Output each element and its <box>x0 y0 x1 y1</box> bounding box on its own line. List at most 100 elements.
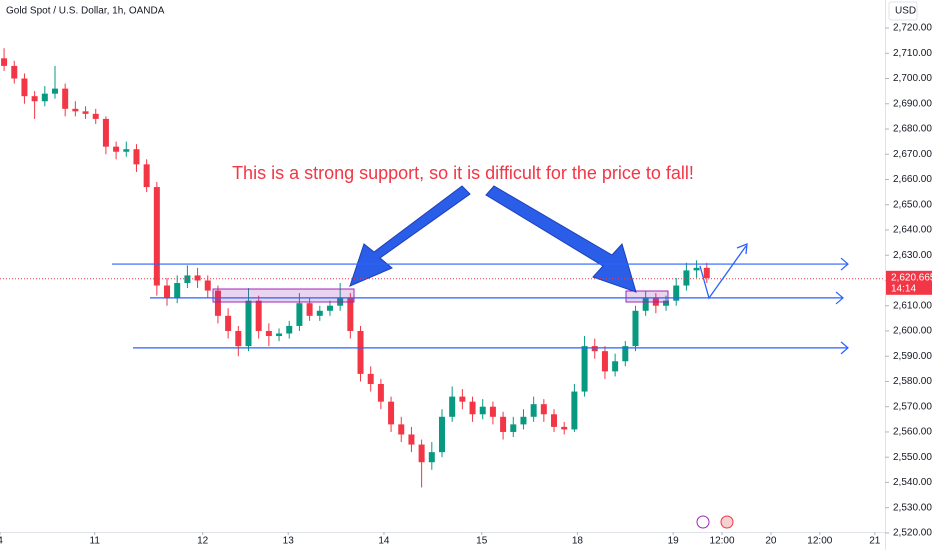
candle-body <box>540 404 547 415</box>
level-arrow <box>835 291 844 305</box>
level-arrow <box>840 341 849 355</box>
candle-body <box>438 416 445 453</box>
y-tick-label: 2,530.000 <box>893 502 932 513</box>
candle-body <box>408 434 415 445</box>
marks <box>1 48 710 488</box>
candle-body <box>449 396 456 417</box>
candle-body <box>428 452 435 463</box>
x-tick-label: 21 <box>869 536 881 547</box>
annotation: This is a strong support, so it is diffi… <box>232 163 694 183</box>
candle-body <box>153 187 160 286</box>
arrow <box>349 185 471 287</box>
event-icon <box>696 515 710 529</box>
candle-body <box>133 149 140 165</box>
candle-body <box>581 346 588 392</box>
candle-body <box>225 315 232 331</box>
currency: USD <box>895 6 916 17</box>
candle-body <box>21 78 28 97</box>
candle-body <box>245 300 252 347</box>
y-tick-label: 2,580.000 <box>893 376 932 387</box>
candle-body <box>479 406 486 415</box>
candle-body <box>113 146 120 152</box>
candle-body <box>306 303 313 316</box>
candle-body <box>174 283 181 299</box>
x-tick-label: 18 <box>572 536 584 547</box>
candle-body <box>591 346 598 352</box>
projection-head <box>736 242 748 255</box>
candle-body <box>82 111 89 114</box>
candle-body <box>296 303 303 326</box>
candle-body <box>194 275 201 281</box>
x-tick-label: 20 <box>765 536 777 547</box>
candle-body <box>459 396 466 402</box>
price-tag <box>886 270 932 295</box>
candle-body <box>693 267 700 271</box>
x-tick-label: 19 <box>668 536 680 547</box>
x-tick-label: 11 <box>90 536 101 547</box>
candle-body <box>72 108 79 112</box>
y-tick-label: 2,640.000 <box>893 225 932 236</box>
candle-body <box>123 149 130 152</box>
candle-body <box>143 164 150 188</box>
candle-body <box>377 383 384 402</box>
candle-body <box>601 351 608 372</box>
y-tick-label: 2,550.000 <box>893 452 932 463</box>
currency-box <box>888 1 918 21</box>
candle-body <box>276 333 283 337</box>
y-tick-label: 2,520.000 <box>893 528 932 539</box>
candle-body <box>388 401 395 425</box>
x-tick-label: 15 <box>476 536 488 547</box>
y-tick-label: 2,600.000 <box>893 326 932 337</box>
arrow <box>485 185 637 293</box>
y-tick-label: 2,540.000 <box>893 477 932 488</box>
candle-body <box>571 391 578 430</box>
candle-body <box>235 330 242 347</box>
y-tick-label: 2,710.000 <box>893 48 932 59</box>
level-arrow <box>840 257 849 271</box>
y-tick-label: 2,680.000 <box>893 124 932 135</box>
candle-body <box>632 310 639 347</box>
candle-body <box>51 88 58 94</box>
candle-body <box>11 65 18 79</box>
candle-body <box>612 361 619 372</box>
candle-body <box>62 88 69 109</box>
candle-body <box>642 298 649 311</box>
x-tick-label: 12:00 <box>807 536 832 547</box>
candle-body <box>622 346 629 362</box>
candle-body <box>673 285 680 301</box>
y-tick-label: 2,630.000 <box>893 250 932 261</box>
y-tick-label: 2,570.000 <box>893 401 932 412</box>
candle-body <box>469 401 476 415</box>
candle-body <box>510 424 517 432</box>
y-tick-label: 2,670.000 <box>893 149 932 160</box>
y-tick-label: 2,560.000 <box>893 427 932 438</box>
candle-body <box>164 285 171 299</box>
candle-body <box>418 444 425 463</box>
candle-body <box>703 267 710 278</box>
candle-body <box>347 298 354 331</box>
chart-title: Gold Spot / U.S. Dollar, 1h, OANDA <box>6 6 165 17</box>
candle-body <box>561 426 568 430</box>
candle-body <box>367 373 374 384</box>
candle-body <box>357 330 364 374</box>
candle-body <box>520 416 527 425</box>
candle-body <box>41 93 48 102</box>
price-tag-label: 2,620.665 <box>891 272 932 283</box>
candle-body <box>500 416 507 432</box>
y-tick-label: 2,650.000 <box>893 199 932 210</box>
x-tick-label: 12 <box>197 536 209 547</box>
candle-body <box>398 424 405 435</box>
candle-body <box>255 300 262 331</box>
candle-body <box>102 118 109 147</box>
candle-body <box>530 404 537 417</box>
candle-body <box>1 58 8 66</box>
candle-body <box>326 305 333 311</box>
candle-body <box>663 300 670 306</box>
y-tick-label: 2,610.000 <box>893 300 932 311</box>
countdown: 14:14 <box>891 283 916 294</box>
y-tick-label: 2,700.000 <box>893 73 932 84</box>
y-tick-label: 2,720.000 <box>893 23 932 34</box>
candle-body <box>31 96 38 102</box>
